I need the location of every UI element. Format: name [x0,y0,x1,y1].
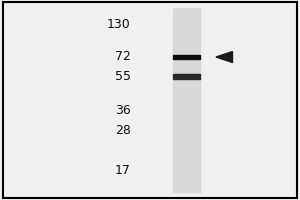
Bar [172,8,200,192]
Text: 55: 55 [115,70,130,82]
Text: 130: 130 [107,18,130,30]
Bar [172,55,200,59]
Text: 72: 72 [115,49,130,62]
Polygon shape [216,51,232,62]
Text: 28: 28 [115,123,130,136]
Text: 17: 17 [115,164,130,176]
Bar [172,77,200,79]
Bar [172,74,200,76]
Text: 36: 36 [115,104,130,116]
